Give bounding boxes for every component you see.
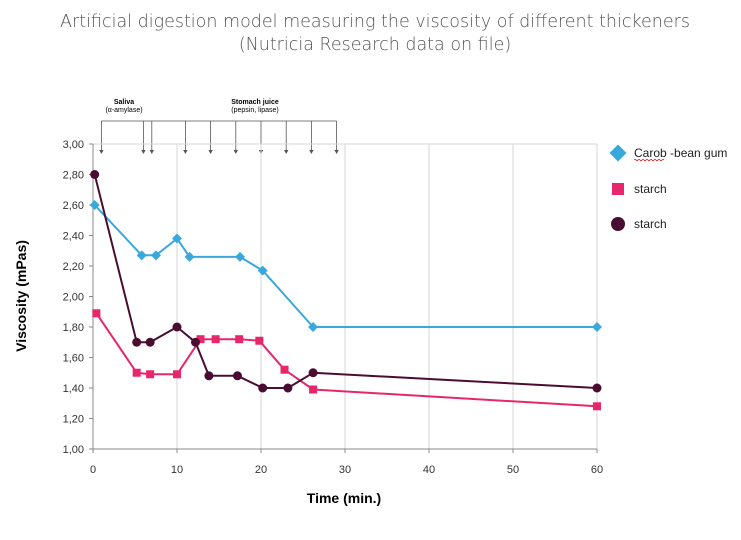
legend-label: Carob -bean gum — [634, 146, 727, 160]
diamond-marker — [610, 145, 627, 162]
annotation-arrow-head — [150, 150, 154, 154]
square-marker — [133, 369, 141, 377]
square-marker — [309, 386, 317, 394]
annotation-arrow-head — [183, 150, 187, 154]
y-tick-label: 1,00 — [63, 444, 84, 456]
x-tick-label: 0 — [90, 464, 96, 476]
legend: Carob -bean gum starch starch — [610, 145, 728, 232]
tick-labels: 1,00 1,20 1,40 1,60 1,80 2,00 2,20 2,40 2,60 2,80… — [63, 139, 604, 476]
y-tick-label: 1,40 — [63, 383, 84, 395]
axes — [89, 144, 597, 453]
circle-marker — [191, 338, 200, 347]
y-tick-label: 2,80 — [63, 170, 84, 182]
x-tick-label: 10 — [171, 464, 183, 476]
circle-marker — [593, 384, 602, 393]
stomach-juice-sublabel: (pepsin, lipase) — [231, 107, 278, 114]
y-tick-label: 2,60 — [63, 200, 84, 212]
annotation-arrow-head — [334, 150, 338, 154]
series-line-1 — [95, 205, 597, 327]
viscosity-chart: Artificial digestion model measuring the… — [0, 0, 741, 540]
diamond-marker — [235, 252, 245, 262]
series-line-3 — [95, 175, 597, 389]
circle-marker — [258, 384, 267, 393]
annotation-arrow-head — [99, 150, 103, 154]
square-marker — [593, 402, 601, 410]
circle-marker — [611, 217, 625, 231]
circle-marker — [309, 368, 318, 377]
circle-marker — [173, 323, 182, 332]
x-tick-label: 20 — [255, 464, 267, 476]
x-tick-label: 50 — [507, 464, 519, 476]
square-marker — [255, 337, 263, 345]
saliva-sublabel: (α-amylase) — [105, 107, 142, 114]
annotation-arrow-head — [234, 150, 238, 154]
saliva-label: Saliva — [114, 99, 134, 106]
square-marker — [92, 309, 100, 317]
annotation-arrow-head — [284, 150, 288, 154]
y-tick-label: 2,20 — [63, 261, 84, 273]
x-tick-label: 40 — [423, 464, 435, 476]
diamond-marker — [592, 322, 602, 332]
y-tick-label: 1,60 — [63, 353, 84, 365]
y-tick-label: 3,00 — [63, 139, 84, 151]
annotation-arrow-head — [309, 150, 313, 154]
square-marker — [146, 370, 154, 378]
chart-subtitle: (Nutricia Research data on file) — [239, 35, 511, 55]
annotation-arrow-head — [208, 150, 212, 154]
square-marker — [173, 370, 181, 378]
x-tick-label: 60 — [591, 464, 603, 476]
square-marker — [281, 366, 289, 374]
circle-marker — [233, 371, 242, 380]
legend-label: starch — [634, 182, 667, 196]
square-marker — [612, 183, 624, 195]
circle-marker — [90, 170, 99, 179]
square-marker — [235, 335, 243, 343]
circle-marker — [132, 338, 141, 347]
y-tick-label: 2,00 — [63, 292, 84, 304]
y-tick-label: 1,20 — [63, 414, 84, 426]
x-axis-title: Time (min.) — [307, 490, 381, 506]
circle-marker — [283, 384, 292, 393]
grid — [93, 144, 597, 449]
stomach-juice-label: Stomach juice — [231, 99, 279, 106]
series — [90, 170, 602, 410]
square-marker — [212, 335, 220, 343]
legend-label: starch — [634, 217, 667, 231]
y-axis-title: Viscosity (mPas) — [13, 240, 29, 352]
circle-marker — [146, 338, 155, 347]
digestion-phase-annotations: Saliva (α-amylase) Stomach juice (pepsin… — [99, 99, 339, 154]
circle-marker — [204, 371, 213, 380]
x-tick-label: 30 — [339, 464, 351, 476]
chart-title: Artificial digestion model measuring the… — [60, 12, 690, 32]
y-tick-label: 1,80 — [63, 322, 84, 334]
annotation-arrow-head — [141, 150, 145, 154]
y-tick-label: 2,40 — [63, 231, 84, 243]
